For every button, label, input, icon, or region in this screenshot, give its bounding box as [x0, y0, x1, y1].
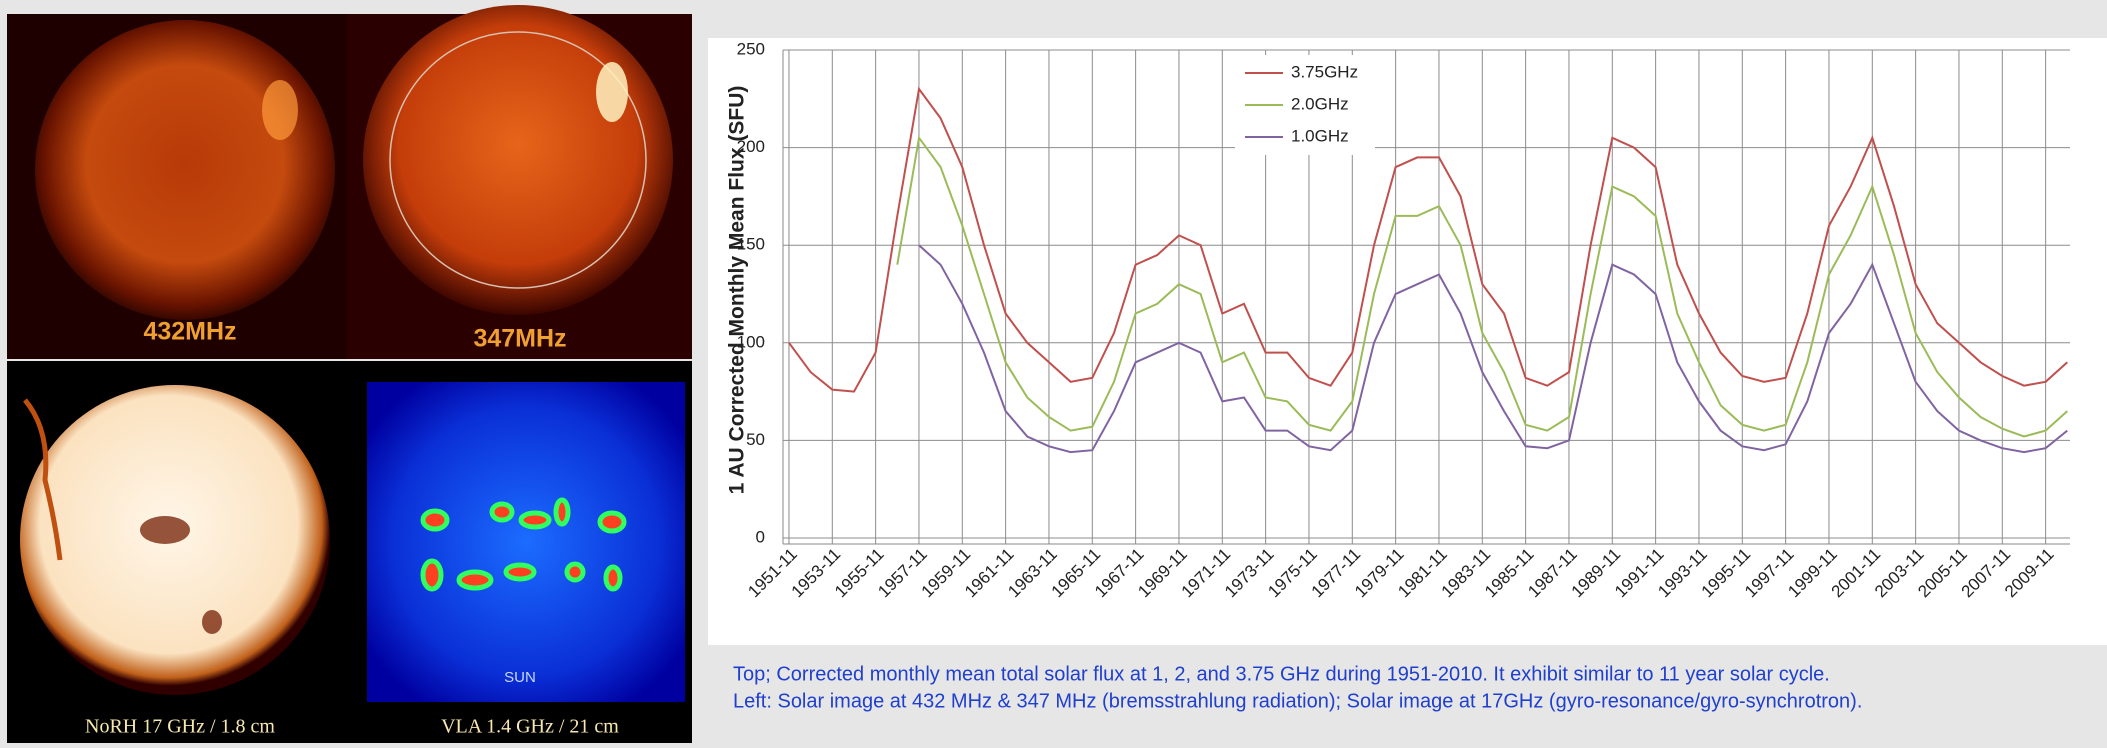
caption: Left: Solar image at 432 MHz & 347 MHz (… — [733, 690, 1862, 712]
image-label: 347MHz — [473, 325, 566, 353]
y-tick-label: 200 — [737, 137, 765, 156]
legend-label: 3.75GHz — [1291, 62, 1358, 81]
caption: Top; Corrected monthly mean total solar … — [733, 663, 1830, 685]
y-tick-label: 0 — [756, 527, 765, 546]
y-tick-label: 250 — [737, 39, 765, 58]
image-label: VLA 1.4 GHz / 21 cm — [441, 716, 619, 738]
sun-432 — [35, 20, 335, 320]
legend-label: 1.0GHz — [1291, 126, 1349, 145]
legend-label: 2.0GHz — [1291, 94, 1349, 113]
bright-region — [262, 80, 298, 140]
active-region — [140, 516, 190, 544]
image-label: NoRH 17 GHz / 1.8 cm — [85, 716, 275, 738]
image-vla — [367, 382, 685, 702]
page: 432MHz 347MHz SUN NoRH 17 GHz / 1.8 cm V… — [0, 0, 2107, 743]
image-label: 432MHz — [143, 318, 236, 346]
bright-region — [596, 62, 628, 122]
y-tick-label: 100 — [737, 332, 765, 351]
sun-347 — [363, 5, 673, 315]
image-panel: 432MHz 347MHz SUN NoRH 17 GHz / 1.8 cm V… — [7, 5, 692, 743]
y-tick-label: 150 — [737, 235, 765, 254]
image-inset-label: SUN — [504, 669, 536, 686]
y-tick-label: 50 — [746, 430, 765, 449]
active-region — [202, 610, 222, 634]
